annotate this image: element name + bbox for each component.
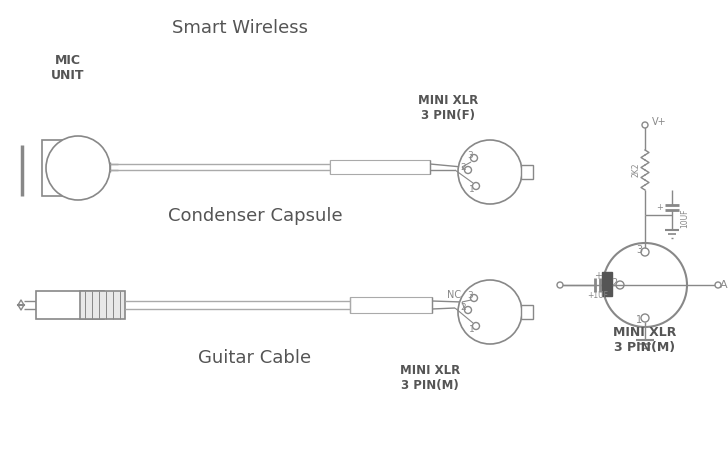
Bar bbox=[350, 297, 432, 313]
Bar bbox=[521, 305, 533, 319]
Circle shape bbox=[458, 280, 522, 344]
Circle shape bbox=[616, 281, 624, 289]
Bar bbox=[602, 272, 612, 296]
Text: 1: 1 bbox=[636, 315, 642, 325]
Bar bbox=[330, 160, 430, 174]
Bar bbox=[36, 291, 104, 319]
Text: +: + bbox=[657, 203, 663, 212]
Text: Condenser Capsule: Condenser Capsule bbox=[167, 207, 342, 225]
Circle shape bbox=[642, 122, 648, 128]
Text: Smart Wireless: Smart Wireless bbox=[172, 19, 308, 37]
Text: 10UF: 10UF bbox=[680, 208, 689, 228]
Text: +: + bbox=[594, 271, 602, 281]
Text: 2K2: 2K2 bbox=[631, 163, 641, 177]
Text: MINI XLR
3 PIN(M): MINI XLR 3 PIN(M) bbox=[613, 326, 677, 354]
Circle shape bbox=[46, 136, 110, 200]
Circle shape bbox=[458, 140, 522, 204]
Text: A: A bbox=[720, 280, 728, 290]
Circle shape bbox=[464, 167, 472, 174]
Text: 1: 1 bbox=[469, 324, 475, 334]
Circle shape bbox=[557, 282, 563, 288]
Text: 3: 3 bbox=[636, 245, 642, 255]
Text: NC: NC bbox=[447, 290, 461, 300]
Text: 2: 2 bbox=[611, 278, 617, 288]
Text: +1UF: +1UF bbox=[587, 291, 609, 300]
Circle shape bbox=[470, 154, 478, 161]
Bar bbox=[42, 140, 92, 196]
Text: MINI XLR
3 PIN(M): MINI XLR 3 PIN(M) bbox=[400, 364, 460, 392]
Circle shape bbox=[472, 322, 480, 329]
Bar bbox=[521, 165, 533, 179]
Circle shape bbox=[715, 282, 721, 288]
Text: 3: 3 bbox=[467, 291, 473, 300]
Text: 3: 3 bbox=[467, 151, 473, 160]
Circle shape bbox=[464, 307, 472, 314]
Circle shape bbox=[641, 248, 649, 256]
Circle shape bbox=[472, 183, 480, 190]
Text: 2: 2 bbox=[460, 304, 466, 313]
Circle shape bbox=[603, 243, 687, 327]
Circle shape bbox=[641, 314, 649, 322]
Text: 1: 1 bbox=[469, 184, 475, 193]
Text: MINI XLR
3 PIN(F): MINI XLR 3 PIN(F) bbox=[418, 94, 478, 122]
Circle shape bbox=[470, 294, 478, 301]
Text: 2: 2 bbox=[460, 163, 466, 173]
Text: MIC
UNIT: MIC UNIT bbox=[51, 54, 84, 82]
Text: Guitar Cable: Guitar Cable bbox=[199, 349, 312, 367]
Bar bbox=[80, 291, 125, 319]
Text: V+: V+ bbox=[652, 117, 667, 127]
